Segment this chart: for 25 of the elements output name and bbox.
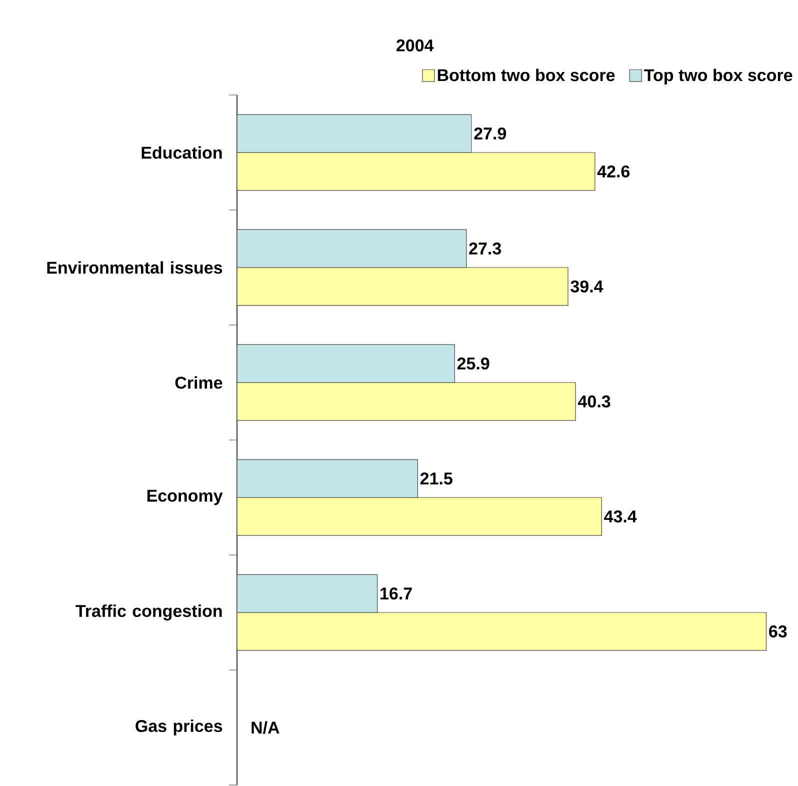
chart-title: 2004 bbox=[396, 39, 434, 52]
data-label: 63 bbox=[769, 625, 787, 638]
data-label: 21.5 bbox=[420, 472, 452, 485]
data-label: 43.4 bbox=[604, 510, 637, 522]
data-label: 27.3 bbox=[469, 242, 502, 255]
data-label: 27.9 bbox=[474, 128, 506, 140]
bar bbox=[237, 229, 467, 268]
legend-label: Bottom two box score bbox=[438, 68, 615, 82]
bar bbox=[237, 574, 378, 613]
bar bbox=[237, 114, 472, 153]
y-tick-label: Gas prices bbox=[136, 720, 222, 736]
data-label: 39.4 bbox=[570, 280, 604, 292]
annotation: N/A bbox=[252, 721, 280, 734]
data-label: 25.9 bbox=[457, 358, 490, 370]
bar bbox=[237, 459, 418, 498]
y-tick-label: Education bbox=[142, 146, 222, 159]
y-tick-label: Crime bbox=[175, 376, 222, 389]
y-tick-label: Environmental issues bbox=[47, 261, 222, 274]
bar bbox=[237, 344, 455, 383]
y-tick-label: Traffic congestion bbox=[76, 604, 222, 620]
data-label: 42.6 bbox=[597, 165, 630, 178]
y-tick-label: Economy bbox=[147, 490, 223, 506]
data-label: 16.7 bbox=[380, 588, 412, 600]
data-label: 40.3 bbox=[578, 395, 610, 408]
legend-label: Top two box score bbox=[644, 68, 792, 85]
